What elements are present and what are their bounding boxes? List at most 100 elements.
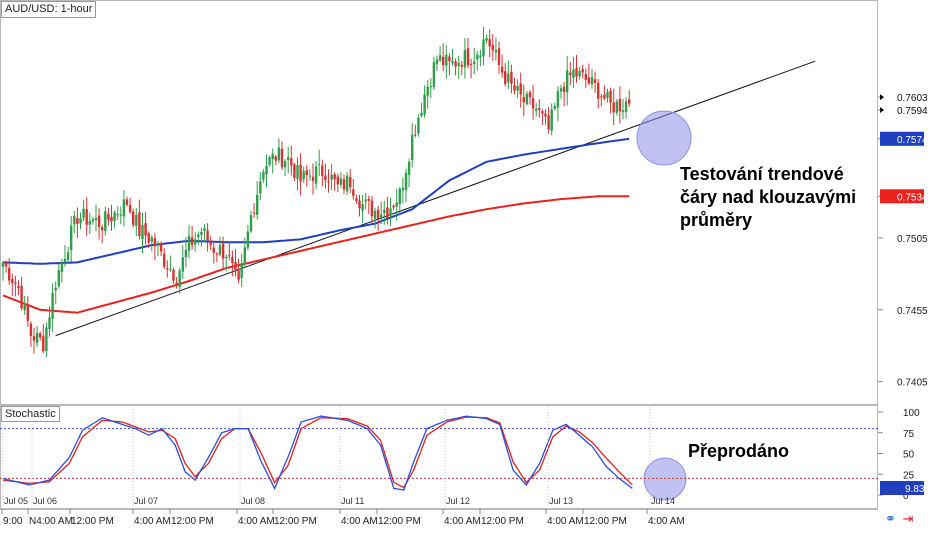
price-tick-label: 0.7505 (897, 234, 928, 245)
candle (265, 165, 268, 175)
candle (333, 174, 336, 180)
candle (432, 62, 436, 88)
day-label: Jul 07 (134, 496, 158, 506)
candle (66, 252, 70, 260)
candle (584, 74, 587, 80)
candle (603, 94, 606, 99)
candle (572, 69, 575, 78)
candle (132, 211, 135, 225)
candle (345, 175, 349, 192)
candle (119, 214, 122, 216)
candle (417, 117, 420, 134)
candle (535, 108, 538, 111)
candle (32, 336, 36, 341)
candle (215, 253, 219, 255)
candle (342, 179, 346, 190)
candle (420, 112, 423, 116)
ma-price-tag (880, 131, 924, 146)
candle (578, 71, 581, 77)
candle (70, 225, 73, 250)
candle (513, 85, 516, 91)
stochastic-d-line (2, 416, 633, 489)
chart-nav-icons[interactable]: ⚭ ⇥ (885, 512, 913, 526)
candle (20, 285, 23, 309)
day-label: Jul 06 (33, 496, 57, 506)
candle (497, 48, 501, 65)
price-tick-label: 0.7455 (897, 306, 928, 317)
link-icon[interactable]: ⚭ (885, 511, 896, 526)
candle (97, 215, 101, 227)
price-tag-marker (880, 94, 884, 101)
stochastic-pane (0, 415, 878, 501)
candle (590, 77, 594, 84)
candle (240, 263, 243, 278)
candle (76, 218, 79, 225)
trendline-test-highlight (636, 110, 692, 166)
trendline (55, 60, 816, 337)
candle (79, 218, 82, 224)
candle (163, 253, 166, 267)
candle (280, 148, 284, 168)
candle (26, 304, 29, 321)
candle (569, 72, 572, 76)
annotation-line-1: Testování trendové (680, 164, 844, 184)
stochastic-value-label: 9.83 (905, 484, 925, 495)
candle (466, 48, 470, 66)
time-label: 12:00 PM (584, 516, 627, 527)
jump-to-end-icon[interactable]: ⇥ (902, 511, 914, 526)
candle (376, 209, 380, 220)
candle (60, 262, 64, 272)
candle (587, 77, 591, 84)
candle (482, 39, 485, 57)
candle (507, 73, 510, 83)
candle (473, 61, 476, 65)
candle (624, 101, 628, 112)
candle (42, 336, 45, 352)
candle (57, 270, 60, 287)
candle (488, 39, 491, 47)
candle (528, 92, 532, 98)
stochastic-tick-label: 75 (903, 429, 915, 440)
stochastic-label-box: Stochastic (1, 406, 60, 422)
candle (538, 107, 541, 110)
candle (277, 147, 281, 161)
candle (206, 230, 209, 241)
candle (271, 153, 274, 160)
candle (494, 50, 498, 53)
candle (45, 327, 48, 352)
time-label: 4:00 AM (341, 516, 378, 527)
symbol-label: AUD/USD: 1-hour (5, 3, 93, 15)
candle (48, 317, 51, 329)
candle (575, 68, 578, 77)
ma-price-tag-label: 0.7574 (897, 135, 928, 146)
candle (491, 44, 494, 51)
candle (562, 86, 566, 92)
price-tag-label: 0.7594 (897, 106, 928, 117)
time-label: N4:00 AM (29, 516, 73, 527)
candle (593, 79, 597, 83)
candle (559, 88, 563, 92)
candle (463, 49, 467, 68)
candle (367, 198, 370, 201)
candle (293, 164, 296, 178)
trendline-test-annotation: Testování trendové čáry nad klouzavými p… (680, 163, 856, 232)
candle (628, 99, 631, 104)
candle (249, 215, 253, 232)
candle (296, 165, 299, 179)
time-label: 12:00 PM (71, 516, 114, 527)
candle (138, 212, 141, 236)
candle (386, 207, 389, 218)
ma-slow-line (2, 195, 630, 314)
candle (324, 175, 327, 180)
candle (547, 115, 550, 130)
candle (283, 160, 287, 168)
symbol-label-box: AUD/USD: 1-hour (1, 1, 97, 18)
time-label: 12:00 PM (274, 516, 317, 527)
candle (612, 102, 615, 113)
candle (125, 199, 129, 205)
candle (200, 231, 203, 235)
candle (209, 242, 212, 245)
day-label: Jul 11 (341, 496, 364, 506)
